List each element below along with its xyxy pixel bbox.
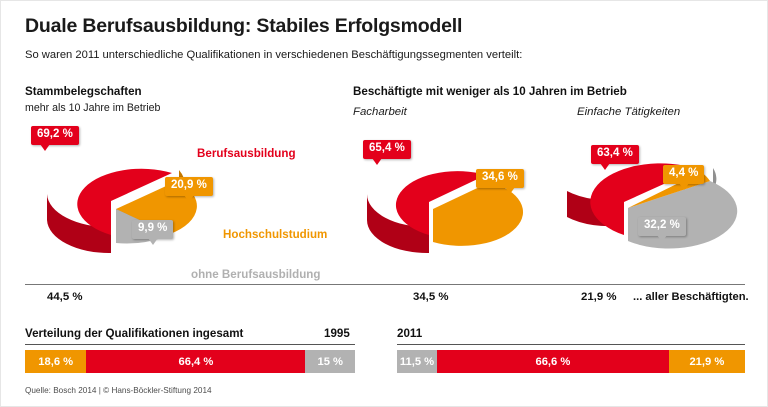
pie1-label-berufsausbildung: 69,2 % bbox=[31, 126, 79, 150]
pie2-slice-red-top bbox=[395, 171, 486, 235]
pie-chart-stammbelegschaften bbox=[23, 132, 203, 277]
bar-year-2011: 2011 bbox=[397, 327, 423, 340]
pie3-label-ohne-berufsausbildung: 32,2 % bbox=[638, 217, 686, 241]
section-subheading-stammbelegschaften: mehr als 10 Jahre im Betrieb bbox=[25, 102, 161, 114]
legend-label-hochschulstudium: Hochschulstudium bbox=[223, 228, 328, 241]
bar1995-segment-ohne-berufsausbildung: 15 % bbox=[305, 350, 355, 373]
bar2011-segment-ohne-berufsausbildung: 11,5 % bbox=[397, 350, 438, 373]
totals-note: ... aller Beschäftigten. bbox=[633, 291, 749, 303]
pie3-slice-red-top bbox=[590, 163, 697, 235]
stacked-bar-2011: 11,5 % 66,6 % 21,9 % bbox=[397, 350, 745, 373]
section-heading-stammbelegschaften: Stammbelegschaften bbox=[25, 85, 142, 98]
pie2-slice-red-side bbox=[367, 194, 429, 254]
legend-label-berufsausbildung: Berufsausbildung bbox=[197, 147, 296, 160]
pie2-label-berufsausbildung: 65,4 % bbox=[363, 140, 411, 164]
section-subheading-facharbeit: Facharbeit bbox=[353, 106, 407, 118]
pie1-slice-red-top bbox=[77, 168, 172, 235]
bars-title: Verteilung der Qualifikationen ingesamt bbox=[25, 327, 244, 340]
legend-label-ohne-berufsausbildung: ohne Berufsausbildung bbox=[191, 268, 321, 281]
pie2-slice-orange-top bbox=[433, 182, 524, 246]
bar2011-segment-berufsausbildung: 66,6 % bbox=[437, 350, 669, 373]
totals-divider bbox=[25, 284, 745, 285]
pie1-slice-red-side bbox=[47, 194, 111, 254]
pie3-label-berufsausbildung: 63,4 % bbox=[591, 145, 639, 169]
pie1-label-ohne-berufsausbildung: 9,9 % bbox=[132, 220, 174, 244]
bar-year-1995: 1995 bbox=[324, 327, 350, 340]
total-stammbelegschaften: 44,5 % bbox=[47, 291, 83, 303]
section-subheading-einfache-taetigkeiten: Einfache Tätigkeiten bbox=[577, 106, 681, 118]
section-heading-weniger-10-jahre: Beschäftigte mit weniger als 10 Jahren i… bbox=[353, 85, 627, 98]
total-facharbeit: 34,5 % bbox=[413, 291, 449, 303]
page-subtitle: So waren 2011 unterschiedliche Qualifika… bbox=[25, 49, 523, 61]
bar1995-segment-berufsausbildung: 66,4 % bbox=[86, 350, 306, 373]
pie3-label-hochschulstudium: 4,4 % bbox=[663, 165, 705, 189]
pie2-label-hochschulstudium: 34,6 % bbox=[476, 169, 524, 193]
pie1-label-hochschulstudium: 20,9 % bbox=[165, 177, 213, 201]
bar-rule-2011 bbox=[397, 344, 745, 345]
bar-rule-1995 bbox=[25, 344, 355, 345]
source-note: Quelle: Bosch 2014 | © Hans-Böckler-Stif… bbox=[25, 386, 212, 395]
bar2011-segment-hochschulstudium: 21,9 % bbox=[668, 350, 745, 373]
bar1995-segment-hochschulstudium: 18,6 % bbox=[25, 350, 87, 373]
page-title: Duale Berufsausbildung: Stabiles Erfolgs… bbox=[25, 15, 463, 37]
pie-chart-facharbeit bbox=[349, 136, 524, 276]
stacked-bar-1995: 18,6 % 66,4 % 15 % bbox=[25, 350, 355, 373]
total-einfache-taetigkeiten: 21,9 % bbox=[581, 291, 617, 303]
